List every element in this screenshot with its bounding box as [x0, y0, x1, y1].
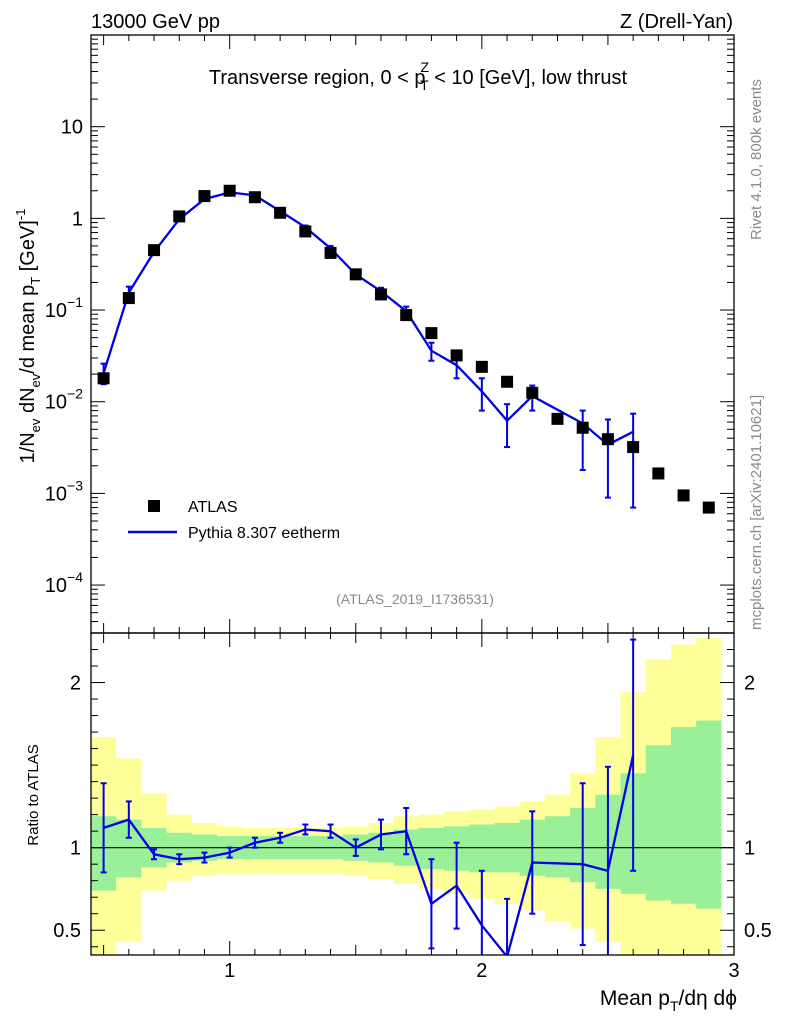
ratio-band-green: [91, 720, 722, 909]
x-axis-label-post: /dη dϕ: [679, 987, 737, 1010]
main-panel-frame: [90, 34, 735, 634]
atlas-point: [652, 467, 665, 480]
atlas-point: [198, 190, 211, 203]
ratio-ytick-label-right: 2: [744, 673, 755, 695]
atlas-point: [97, 372, 110, 385]
atlas-point: [223, 184, 236, 197]
x-tick-label: 3: [728, 960, 739, 982]
ratio-ytick-label-right: 0.5: [744, 920, 772, 942]
ratio-ytick-label: 1: [70, 838, 81, 860]
atlas-point: [299, 225, 312, 238]
side-label-top: Rivet 4.1.0, 800k events: [748, 79, 765, 240]
main-ytick-label: 10: [61, 117, 83, 139]
atlas-point: [324, 246, 337, 259]
atlas-point: [148, 244, 161, 257]
legend-mc-label: Pythia 8.307 eetherm: [188, 525, 340, 542]
atlas-point: [677, 489, 690, 502]
x-axis-label: Mean pT/dη dϕ: [600, 987, 737, 1014]
plot-title-post: < 10 [GeV], low thrust: [429, 67, 628, 89]
atlas-point: [450, 349, 463, 362]
atlas-point: [526, 386, 539, 399]
x-tick-label: 1: [224, 960, 235, 982]
plot-title: Transverse region, 0 < pZ T < 10 [GeV], l…: [209, 59, 628, 93]
atlas-point: [122, 292, 135, 305]
main-ytick-label: 10−3: [45, 477, 83, 505]
x-axis-label-sub: T: [670, 998, 679, 1014]
side-label-bottom: mcplots.cern.ch [arXiv:2401.10621]: [748, 395, 765, 630]
mc-line: [102, 191, 634, 447]
atlas-point: [400, 309, 413, 322]
main-ytick-label: 10−2: [45, 386, 83, 414]
legend-atlas-label: ATLAS: [188, 499, 238, 516]
atlas-point: [627, 441, 640, 454]
ratio-ylabel: Ratio to ATLAS: [25, 744, 42, 845]
atlas-point: [576, 421, 589, 434]
atlas-point: [173, 210, 186, 223]
atlas-point: [349, 268, 362, 281]
ratio-ytick-label: 0.5: [53, 920, 81, 942]
atlas-point: [248, 191, 261, 204]
atlas-point: [274, 206, 287, 219]
analysis-label: (ATLAS_2019_I1736531): [336, 591, 494, 607]
atlas-point: [475, 360, 488, 373]
atlas-point: [425, 327, 438, 340]
header-right: Z (Drell-Yan): [620, 11, 733, 33]
main-ylabel: 1/Nev dNev/d mean pT [GeV]-1: [13, 209, 43, 464]
header-left: 13000 GeV pp: [91, 11, 220, 33]
atlas-point: [601, 433, 614, 446]
legend: ATLAS Pythia 8.307 eetherm: [128, 499, 340, 542]
atlas-point: [551, 412, 564, 425]
main-ytick-label: 10−1: [45, 294, 83, 322]
ratio-ytick-label: 2: [70, 673, 81, 695]
plot-title-sup: Z: [421, 59, 430, 75]
ratio-ytick-label-right: 1: [744, 838, 755, 860]
plot-title-pre: Transverse region, 0 < p: [209, 67, 426, 89]
atlas-point: [374, 288, 387, 301]
main-ytick-label: 10−4: [45, 569, 83, 597]
x-axis-label-pre: Mean p: [600, 987, 670, 1010]
main-ytick-label: 1: [72, 208, 83, 230]
atlas-point: [501, 375, 514, 388]
plot-title-sub: T: [420, 77, 429, 93]
legend-atlas-marker: [148, 500, 160, 512]
atlas-point: [702, 501, 715, 514]
ratio-bands: [91, 638, 722, 955]
ratio-panel-frame: [90, 632, 735, 956]
x-tick-label: 2: [476, 960, 487, 982]
